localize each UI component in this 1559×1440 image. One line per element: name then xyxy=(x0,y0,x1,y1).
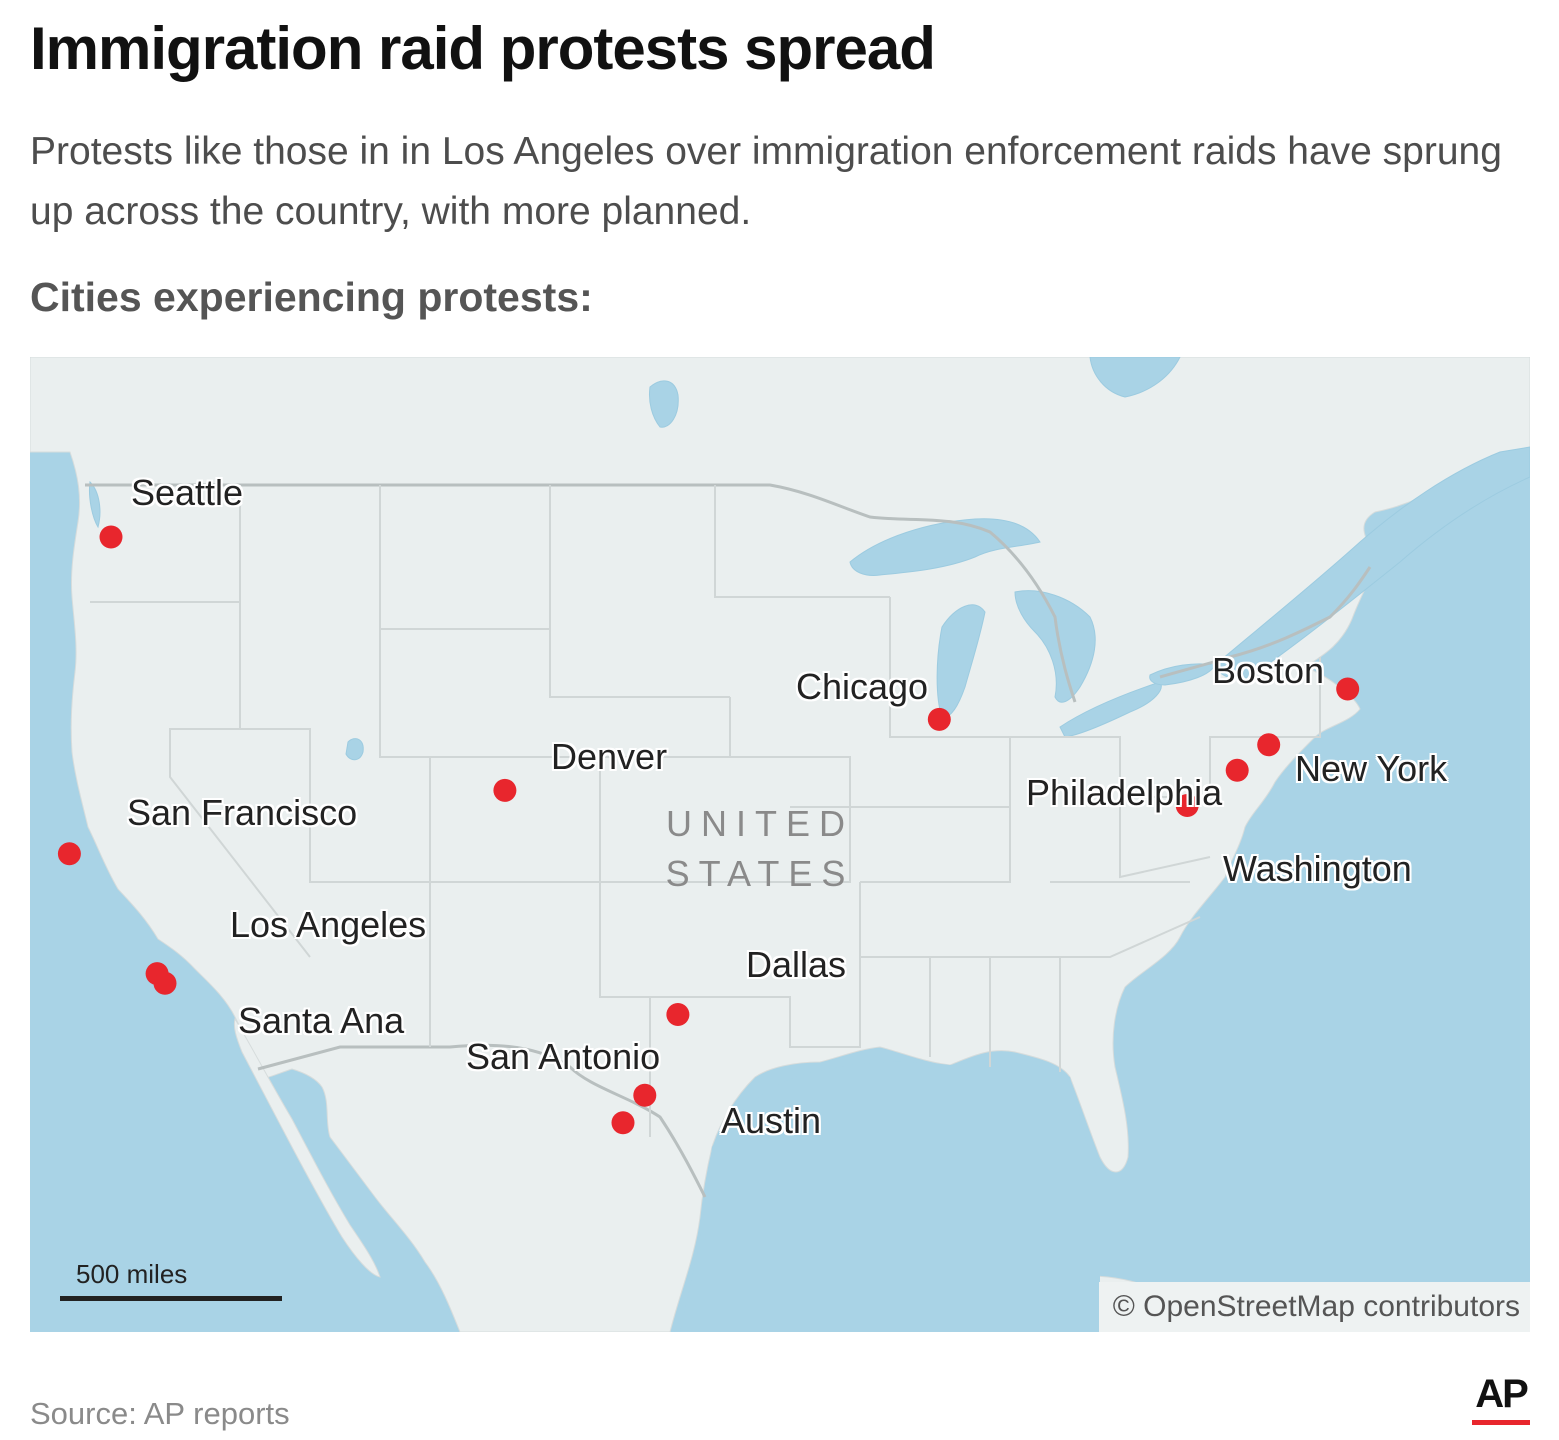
country-label: UNITED STATES xyxy=(660,799,860,899)
baja-california xyxy=(233,1017,381,1278)
scale-label: 500 miles xyxy=(76,1259,188,1289)
us-canada-border xyxy=(85,483,1372,703)
lake-erie xyxy=(1059,681,1162,738)
city-marker-new-york[interactable] xyxy=(1257,733,1281,757)
city-markers xyxy=(57,525,1360,1135)
state-borders xyxy=(90,485,1321,1137)
city-label-new-york: New York xyxy=(1295,748,1448,789)
city-marker-denver[interactable] xyxy=(493,778,517,802)
city-marker-chicago[interactable] xyxy=(927,707,951,731)
city-marker-washington[interactable] xyxy=(1175,794,1199,817)
city-label-philadelphia: Philadelphia xyxy=(1026,772,1223,813)
lake-winnipeg xyxy=(649,380,679,428)
gulf-of-mexico xyxy=(680,1061,1100,1332)
city-marker-dallas[interactable] xyxy=(666,1003,690,1026)
city-label-chicago: Chicago xyxy=(796,666,929,707)
city-marker-san-antonio[interactable] xyxy=(611,1111,635,1135)
lake-michigan xyxy=(936,604,986,718)
section-label: Cities experiencing protests: xyxy=(30,274,593,320)
puget-sound xyxy=(89,480,101,529)
us-mexico-border xyxy=(257,1043,707,1198)
international-borders xyxy=(85,483,1372,1198)
ap-logo-bar xyxy=(1472,1420,1530,1425)
city-label-los-angeles: Los Angeles xyxy=(230,904,427,945)
city-marker-santa-ana[interactable] xyxy=(153,971,177,995)
subtitle: Protests like those in in Los Angeles ov… xyxy=(30,130,1502,233)
hudson-bay-edge xyxy=(1089,357,1181,398)
city-label-seattle: Seattle xyxy=(131,472,244,513)
great-lakes xyxy=(89,357,1530,761)
city-label-santa-ana: Santa Ana xyxy=(238,1000,405,1041)
scale-bar xyxy=(60,1296,282,1301)
st-lawrence xyxy=(1214,446,1530,680)
ap-logo: AP xyxy=(1472,1372,1530,1425)
source-note: Source: AP reports xyxy=(30,1396,290,1431)
city-marker-seattle[interactable] xyxy=(99,525,123,549)
city-label-austin: Austin xyxy=(721,1100,822,1141)
country-label-line1: UNITED xyxy=(666,803,854,844)
map-attribution[interactable]: © OpenStreetMap contributors xyxy=(1098,1282,1530,1332)
country-label-line2: STATES xyxy=(665,853,855,894)
city-marker-san-francisco[interactable] xyxy=(57,842,81,866)
land-mass xyxy=(30,357,1530,1332)
city-label-denver: Denver xyxy=(551,736,668,777)
city-marker-austin[interactable] xyxy=(633,1083,657,1107)
city-label-dallas: Dallas xyxy=(746,944,847,985)
protest-map[interactable]: UNITED STATES Seattle San Francisco Los … xyxy=(30,357,1530,1332)
city-label-boston: Boston xyxy=(1212,650,1325,691)
lake-huron xyxy=(1014,590,1096,703)
city-marker-philadelphia[interactable] xyxy=(1225,758,1249,782)
city-label-san-francisco: San Francisco xyxy=(127,792,358,833)
city-label-san-antonio: San Antonio xyxy=(466,1036,661,1077)
great-salt-lake xyxy=(345,738,364,761)
city-marker-boston[interactable] xyxy=(1336,677,1360,701)
city-label-washington: Washington xyxy=(1223,848,1412,889)
lake-ontario xyxy=(1149,663,1216,686)
ap-logo-text: AP xyxy=(1475,1372,1529,1416)
page-title: Immigration raid protests spread xyxy=(30,15,936,82)
